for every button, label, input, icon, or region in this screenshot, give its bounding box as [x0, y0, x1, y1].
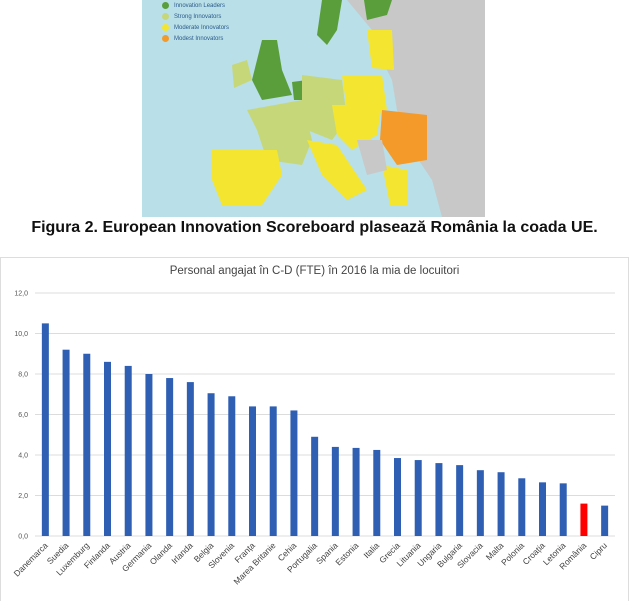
bar-franța [249, 406, 256, 536]
bar-cehia [290, 410, 298, 536]
legend-dot-icon [162, 24, 169, 31]
bar-slovenia [228, 396, 236, 536]
bar-austria [124, 365, 132, 536]
bar-ungaria [435, 463, 443, 536]
bar-danemarca [41, 323, 49, 536]
bar-belgia [207, 393, 215, 536]
bar-estonia [352, 447, 360, 536]
x-tick-label: Irlanda [169, 540, 195, 566]
legend-item: Strong Innovators [162, 11, 229, 22]
y-tick-label: 10,0 [14, 331, 28, 338]
legend-dot-icon [162, 2, 169, 9]
legend-label: Innovation Leaders [174, 2, 226, 9]
bar-chart: 0,02,04,06,08,010,012,0DanemarcaSuediaLu… [12, 291, 615, 587]
x-tick-label: Olanda [148, 540, 175, 567]
map-legend: Innovation Leaders Strong Innovators Mod… [162, 0, 229, 44]
x-tick-label: Polonia [499, 540, 526, 567]
bar-bulgaria [456, 465, 464, 536]
bar-românia [580, 503, 588, 536]
bar-slovacia [476, 470, 484, 536]
y-tick-label: 8,0 [18, 372, 28, 379]
bar-lituania [414, 460, 422, 536]
y-tick-label: 12,0 [14, 291, 28, 298]
legend-label: Strong Innovators [174, 13, 222, 20]
legend-item: Modest Innovators [162, 33, 229, 44]
legend-dot-icon [162, 35, 169, 42]
bar-olanda [166, 378, 174, 536]
bar-malta [497, 472, 505, 536]
map-shapes [212, 0, 485, 217]
bar-suedia [62, 349, 70, 536]
y-tick-label: 6,0 [18, 412, 28, 419]
legend-label: Modest Innovators [174, 35, 224, 42]
legend-dot-icon [162, 13, 169, 20]
x-tick-label: Cipru [588, 540, 610, 562]
bar-spania [331, 446, 339, 536]
bar-germania [145, 374, 153, 536]
bar-letonia [559, 483, 567, 536]
bar-croația [539, 482, 546, 536]
europe-innovation-map: Innovation Leaders Strong Innovators Mod… [142, 0, 485, 217]
bar-marea-britanie [269, 406, 277, 536]
bar-portugalia [311, 436, 319, 536]
legend-label: Moderate Innovators [174, 24, 230, 31]
bar-finlanda [104, 361, 111, 536]
bar-grecia [394, 458, 401, 536]
y-tick-label: 4,0 [18, 453, 28, 460]
chart-title: Personal angajat în C-D (FTE) în 2016 la… [169, 265, 460, 277]
figure-caption: Figura 2. European Innovation Scoreboard… [31, 219, 598, 236]
bar-cipru [601, 505, 609, 536]
bar-luxemburg [83, 353, 91, 536]
legend-item: Innovation Leaders [162, 0, 229, 11]
y-tick-label: 2,0 [18, 493, 28, 500]
x-tick-label: Estonia [333, 540, 360, 567]
y-tick-label: 0,0 [18, 534, 28, 541]
legend-item: Moderate Innovators [162, 22, 229, 33]
bar-polonia [518, 478, 526, 536]
bar-italia [373, 449, 381, 536]
bar-irlanda [186, 382, 194, 536]
